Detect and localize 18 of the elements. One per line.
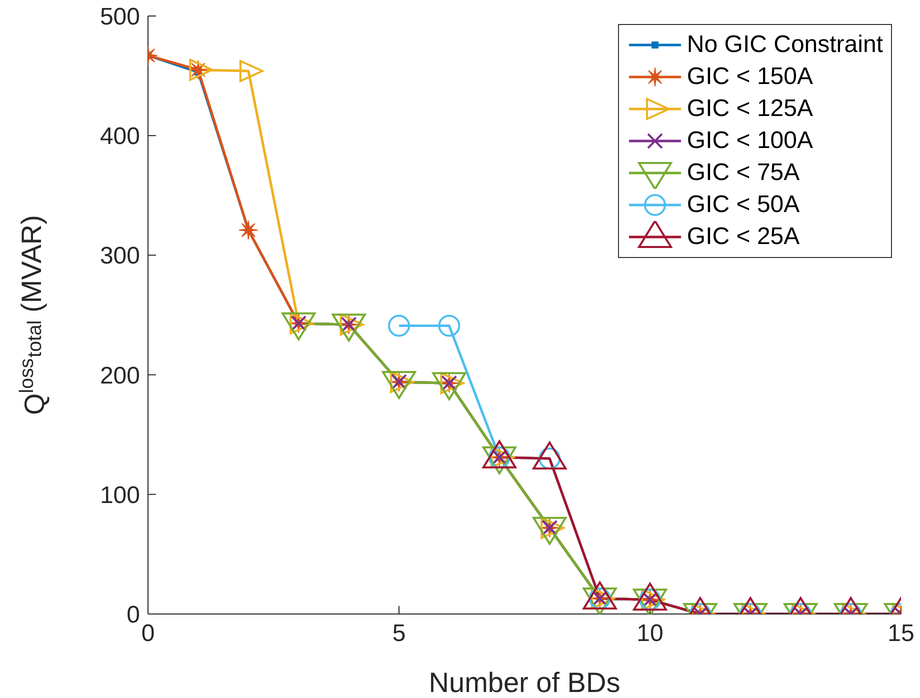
legend-label: GIC < 150A: [686, 62, 813, 92]
legend-label: GIC < 25A: [686, 222, 800, 252]
x-axis-title: Number of BDs: [428, 667, 620, 698]
x-tick-label: 5: [392, 620, 406, 648]
y-tick-label: 0: [126, 602, 140, 629]
y-axis-title: Qlosstotal (MVAR): [16, 215, 50, 415]
x-tick-label: 15: [888, 620, 914, 648]
y-tick-label: 200: [100, 362, 140, 390]
legend-label: GIC < 125A: [686, 94, 813, 124]
legend-label: GIC < 100A: [686, 126, 813, 156]
y-tick-label: 300: [100, 242, 140, 270]
y-tick-label: 500: [100, 4, 140, 31]
legend-label: GIC < 75A: [686, 158, 800, 188]
x-tick-label: 10: [636, 620, 664, 648]
y-tick-label: 400: [100, 123, 140, 150]
legend-label: No GIC Constraint: [686, 30, 883, 60]
legend-label: GIC < 50A: [686, 190, 800, 220]
y-tick-label: 100: [100, 482, 140, 509]
